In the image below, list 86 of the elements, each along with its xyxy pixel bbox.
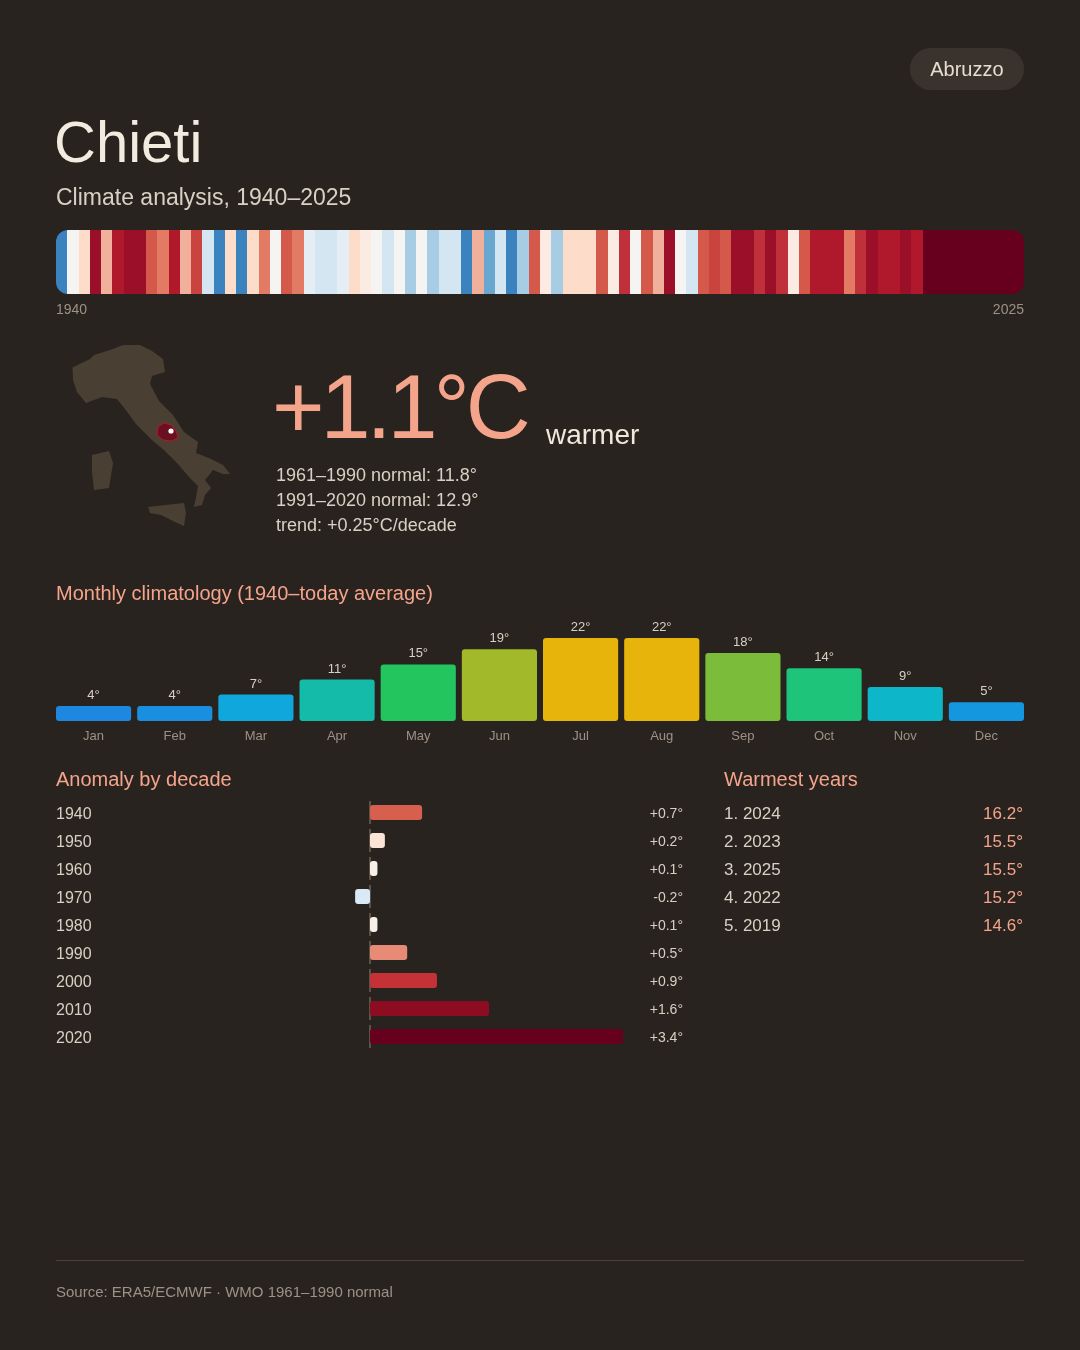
y-tick-label: 1960 (56, 861, 92, 878)
text: trend: +0.25°C/decade (276, 515, 457, 535)
text: Abruzzo (930, 58, 1004, 80)
data-label: 18° (733, 634, 753, 650)
y-tick-label: 1970 (56, 889, 92, 906)
bar (218, 694, 294, 721)
text: 3. 2025 (724, 860, 781, 879)
bar (948, 702, 1024, 721)
y-tick-label: 1990 (56, 945, 92, 962)
data-label: 15° (408, 645, 429, 661)
data-label: +0.5° (649, 945, 683, 961)
data-label: 11° (327, 660, 347, 676)
x-tick-label: Nov (893, 728, 918, 743)
x-tick-label: Apr (326, 728, 348, 743)
text: 15.2° (983, 888, 1023, 907)
text: 1. 2024 (724, 804, 781, 823)
text: Warmest years (724, 768, 858, 790)
bar (370, 1029, 623, 1044)
bar (355, 889, 370, 904)
data-label: +3.4° (649, 1029, 683, 1045)
chart-title: Monthly climatology (1940–today average) (56, 582, 433, 604)
text: 1961–1990 normal: 11.8° (276, 465, 478, 485)
data-label: -0.2° (653, 889, 683, 905)
bar (705, 653, 781, 721)
data-label: 4° (168, 686, 181, 702)
y-tick-label: 1940 (56, 805, 92, 822)
data-label: 9° (899, 668, 912, 684)
bar (624, 638, 700, 721)
data-label: +0.2° (649, 833, 683, 849)
bar (370, 833, 385, 848)
bar (370, 917, 378, 932)
text: 1991–2020 normal: 12.9° (276, 490, 479, 510)
bar (867, 687, 943, 721)
data-label: 5° (980, 683, 993, 699)
data-label: 7° (249, 675, 263, 691)
y-tick-label: 1980 (56, 917, 92, 934)
bar (461, 649, 537, 721)
text: 5. 2019 (724, 916, 781, 935)
text: +1.1°C (272, 357, 528, 457)
x-tick-label: Oct (813, 728, 835, 743)
x-tick-label: Mar (244, 728, 268, 743)
x-tick-label: Feb (163, 728, 186, 743)
text: 14.6° (983, 916, 1023, 935)
y-tick-label: 2020 (56, 1029, 92, 1046)
bar (370, 1001, 490, 1016)
x-tick-label: Sep (731, 728, 755, 743)
bar (380, 664, 456, 721)
bar (137, 705, 213, 721)
data-label: +1.6° (649, 1001, 683, 1017)
data-label: 19° (489, 630, 510, 646)
text: Chieti (54, 109, 203, 174)
data-label: +0.1° (649, 917, 683, 933)
bar (370, 805, 423, 820)
data-label: 4° (87, 686, 100, 702)
text: Anomaly by decade (56, 768, 232, 790)
text: 2. 2023 (724, 832, 781, 851)
text: 15.5° (983, 860, 1023, 879)
data-label: +0.1° (649, 861, 683, 877)
bar (370, 861, 378, 876)
x-tick-label: Dec (974, 728, 999, 743)
x-tick-label: May (405, 728, 432, 743)
bar (299, 679, 375, 721)
x-tick-label: Jul (572, 728, 589, 743)
x-tick-label: Jun (488, 728, 510, 743)
text: 2025 (992, 301, 1025, 317)
text: 4. 2022 (724, 888, 781, 907)
bar (543, 638, 619, 721)
bar (370, 973, 437, 988)
text: warmer (545, 419, 640, 450)
y-tick-label: 2010 (56, 1001, 92, 1018)
data-label: 14° (814, 649, 834, 665)
bar (786, 668, 862, 721)
data-label: +0.7° (649, 805, 683, 821)
text: 16.2° (983, 804, 1023, 823)
x-tick-label: Aug (650, 728, 674, 743)
data-label: 22° (570, 619, 591, 634)
text: Climate analysis, 1940–2025 (56, 184, 352, 210)
text: 15.5° (983, 832, 1023, 851)
x-tick-label: Jan (83, 728, 105, 743)
y-tick-label: 2000 (56, 973, 92, 990)
bar (56, 705, 132, 721)
y-tick-label: 1950 (56, 833, 92, 850)
data-label: +0.9° (649, 973, 683, 989)
data-label: 22° (651, 619, 672, 634)
source-note: Source: ERA5/ECMWF · WMO 1961–1990 normal (56, 1283, 393, 1300)
bar (370, 945, 408, 960)
